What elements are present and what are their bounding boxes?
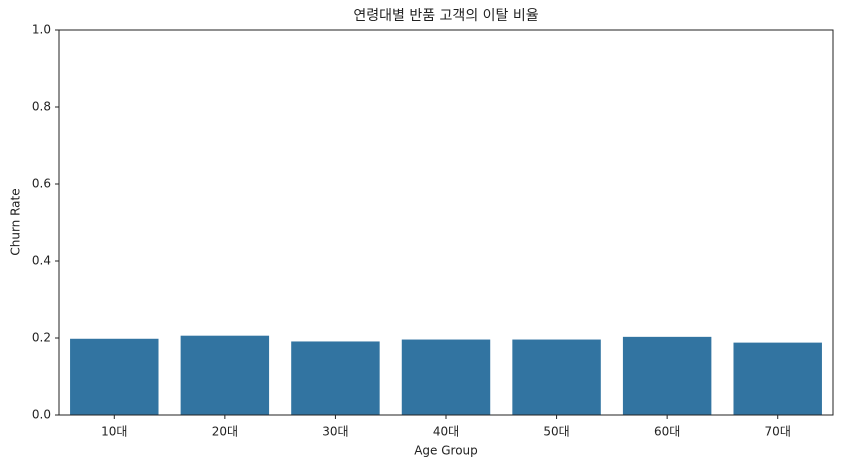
x-tick-label: 70대 [765,425,791,439]
x-tick-label: 10대 [101,425,127,439]
y-tick-label: 0.8 [32,100,51,114]
x-tick-label: 50대 [543,425,569,439]
bar [180,335,270,415]
x-tick-label: 60대 [654,425,680,439]
y-tick-label: 0.0 [32,408,51,422]
y-tick-label: 0.2 [32,331,51,345]
bar [291,341,380,415]
x-axis-label: Age Group [414,444,478,458]
bar [70,338,159,415]
x-tick-label: 30대 [322,425,348,439]
bar [512,339,601,415]
y-tick-label: 1.0 [32,23,51,37]
plot-frame [58,29,834,416]
y-tick-label: 0.6 [32,177,51,191]
chart-title: 연령대별 반품 고객의 이탈 비율 [353,8,538,24]
bar [622,336,712,415]
y-axis-label: Churn Rate [9,188,23,255]
y-tick-label: 0.4 [32,254,51,268]
bar [401,339,491,415]
x-tick-label: 20대 [212,425,238,439]
x-tick-label: 40대 [433,425,459,439]
bar [733,342,822,415]
